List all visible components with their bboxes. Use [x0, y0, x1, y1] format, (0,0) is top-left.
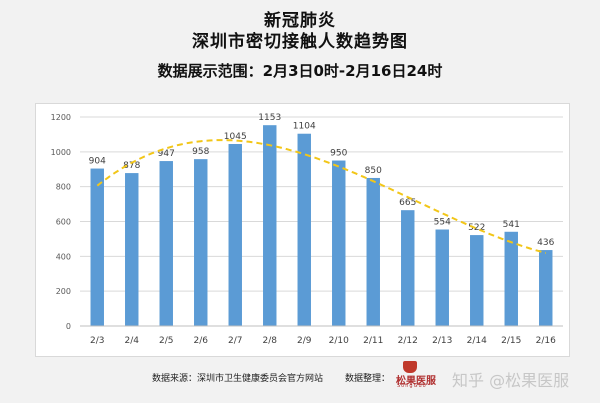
bar — [366, 177, 380, 326]
bar — [194, 159, 208, 326]
bar — [159, 161, 173, 326]
bar — [125, 173, 139, 326]
chart-subtitle: 数据展示范围：2月3日0时-2月16日24时 — [157, 62, 443, 80]
x-tick-label: 2/12 — [398, 336, 418, 346]
x-tick-label: 2/7 — [228, 336, 242, 346]
chart-title-line2: 深圳市密切接触人数趋势图 — [192, 32, 408, 52]
bar — [263, 125, 277, 326]
x-tick-label: 2/15 — [501, 336, 521, 346]
watermark: 知乎 @松果医服 — [452, 371, 570, 390]
bar-value-label: 947 — [158, 149, 175, 159]
bar — [297, 133, 311, 326]
bar-value-label: 436 — [537, 238, 554, 248]
bar-value-label: 522 — [468, 223, 485, 233]
data-compiler-label: 数据整理： — [345, 374, 391, 384]
bar-value-label: 850 — [365, 166, 382, 176]
chart-title-line1: 新冠肺炎 — [264, 11, 336, 31]
bar — [470, 235, 484, 326]
x-tick-label: 2/9 — [297, 336, 312, 346]
logo-text: 松果医服 — [396, 376, 436, 387]
logo-icon — [403, 361, 417, 373]
bar-value-label: 665 — [399, 198, 416, 208]
bar — [401, 210, 415, 326]
bar — [228, 143, 242, 326]
bar-value-label: 950 — [330, 149, 347, 159]
bar-value-label: 1045 — [224, 132, 247, 142]
bar-chart: 0 200 400 600 800 1000 1200 904 2/3 878 2/4 947 2/5 9… — [51, 113, 563, 346]
bar — [504, 231, 518, 326]
y-tick-label: 400 — [56, 252, 71, 261]
x-tick-label: 2/10 — [329, 336, 349, 346]
bar — [435, 229, 449, 326]
bar-value-label: 554 — [434, 218, 451, 228]
x-tick-label: 2/14 — [467, 336, 487, 346]
trendline — [96, 139, 547, 254]
data-source: 数据来源：深圳市卫生健康委员会官方网站 — [152, 374, 324, 384]
y-tick-label: 1000 — [51, 148, 71, 157]
x-tick-label: 2/3 — [90, 336, 104, 346]
logo-subtext: SongGuo — [397, 383, 427, 389]
x-tick-label: 2/4 — [125, 336, 140, 346]
y-tick-label: 600 — [56, 218, 71, 227]
bar-value-label: 1104 — [293, 122, 316, 132]
x-tick-label: 2/11 — [363, 336, 383, 346]
x-tick-label: 2/5 — [159, 336, 173, 346]
x-tick-label: 2/13 — [432, 336, 452, 346]
songguo-logo: 松果医服 SongGuo — [396, 361, 436, 389]
x-tick-label: 2/8 — [263, 336, 278, 346]
x-tick-label: 2/6 — [194, 336, 209, 346]
chart-panel: 0 200 400 600 800 1000 1200 904 2/3 878 2/4 947 2/5 9… — [35, 103, 570, 357]
y-tick-label: 200 — [56, 287, 71, 296]
bar-value-label: 878 — [123, 161, 140, 171]
bar — [539, 250, 553, 326]
bar-value-label: 1153 — [258, 113, 281, 123]
x-tick-label: 2/16 — [536, 336, 556, 346]
bar-value-label: 541 — [503, 220, 520, 230]
y-tick-label: 800 — [56, 183, 71, 192]
y-tick-label: 0 — [66, 322, 71, 331]
bar — [90, 168, 104, 326]
bar — [332, 160, 346, 326]
bar-value-label: 904 — [89, 157, 106, 167]
y-tick-label: 1200 — [51, 113, 71, 122]
bar-value-label: 958 — [192, 147, 209, 157]
